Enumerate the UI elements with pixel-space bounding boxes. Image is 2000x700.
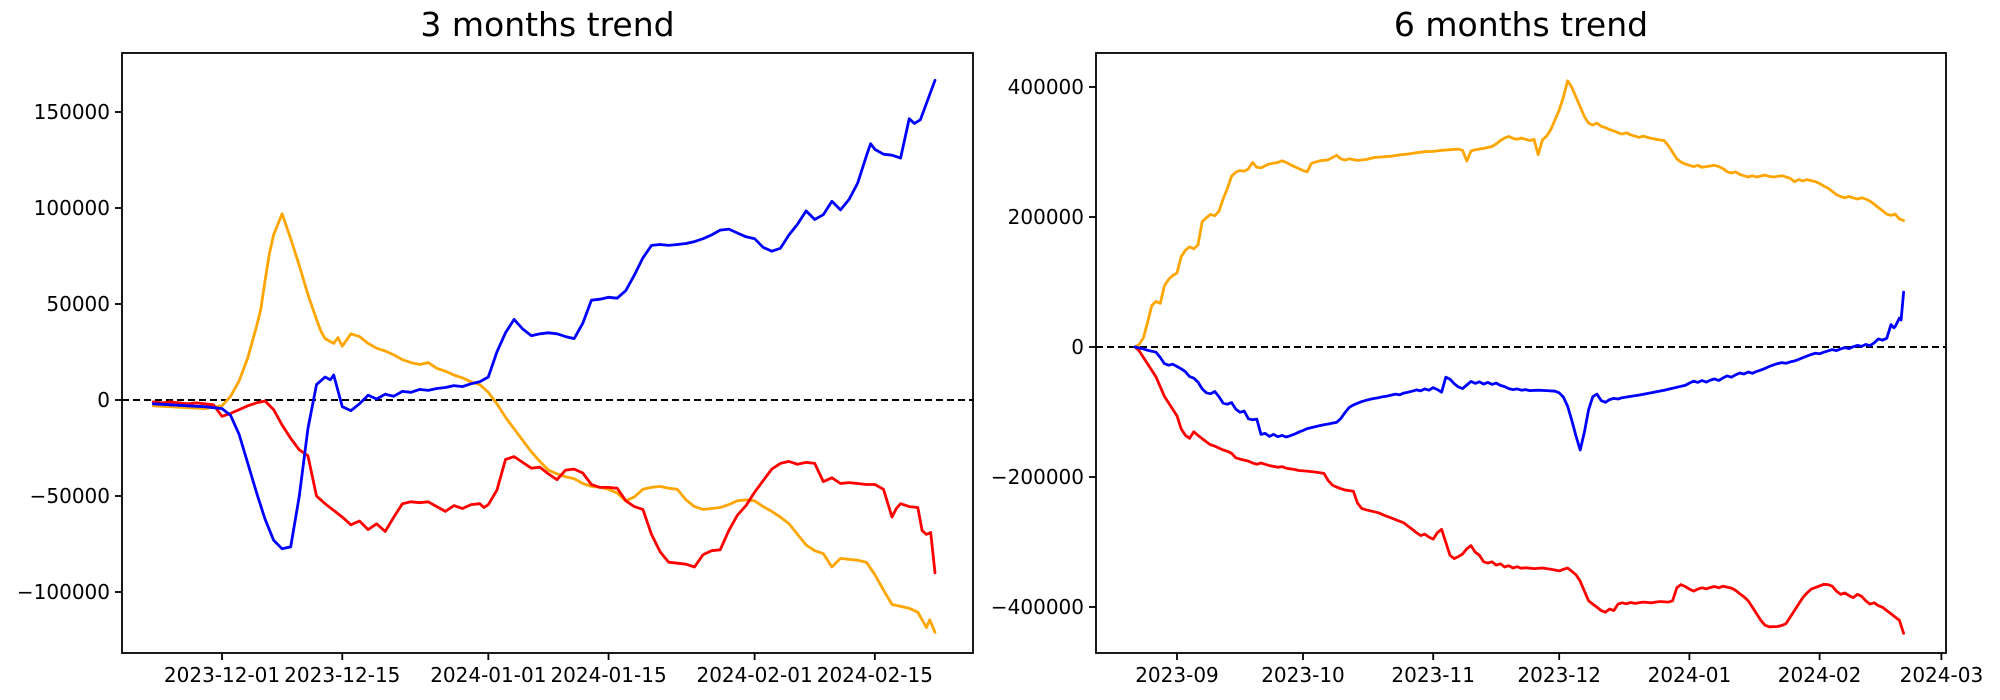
left-chart-x-tick-label: 2024-02-01 — [696, 663, 812, 687]
left-chart-x-tick-label: 2023-12-01 — [164, 663, 280, 687]
left-chart-plot-border — [121, 52, 974, 654]
left-chart-series-orange-line — [151, 212, 937, 634]
left-chart-y-tick-label: 0 — [97, 388, 110, 412]
left-chart: 2023-12-01 2023-12-15 2024-01-01 2024-01-15… — [17, 5, 974, 687]
right-chart-x-tick-label: 2024-03 — [1900, 663, 1984, 687]
left-chart-x-tick-label: 2024-01-01 — [430, 663, 546, 687]
right-chart-x-tick-label: 2023-11 — [1391, 663, 1475, 687]
right-chart-plot-border — [1095, 52, 1947, 654]
right-chart-x-tick-label: 2023-10 — [1261, 663, 1345, 687]
right-chart-series-orange-line — [1133, 79, 1905, 349]
left-chart-x-tick-label: 2024-01-15 — [550, 663, 666, 687]
right-chart: 2023-09 2023-10 2023-11 2023-12 2024-01 2024-… — [991, 5, 1983, 687]
right-chart-y-tick-label: 400000 — [1008, 75, 1084, 99]
left-chart-y-tick-label: 150000 — [34, 100, 110, 124]
left-chart-y-tick-label: 50000 — [46, 292, 110, 316]
right-chart-x-tick-label: 2024-01 — [1648, 663, 1732, 687]
right-chart-y-tick-label: −200000 — [991, 465, 1084, 489]
left-chart-x-tick-label: 2023-12-15 — [284, 663, 400, 687]
left-chart-series-red-line — [151, 399, 937, 575]
left-chart-y-tick-label: −50000 — [30, 484, 110, 508]
right-chart-series-blue-line — [1133, 290, 1905, 452]
right-chart-x-tick-label: 2023-09 — [1135, 663, 1219, 687]
left-chart-y-tick-label: −100000 — [17, 580, 110, 604]
right-chart-y-tick-label: 0 — [1071, 335, 1084, 359]
right-chart-y-tick-label: 200000 — [1008, 205, 1084, 229]
left-chart-x-tick-label: 2024-02-15 — [817, 663, 933, 687]
right-chart-x-tick-label: 2024-02 — [1778, 663, 1862, 687]
right-chart-x-tick-label: 2023-12 — [1517, 663, 1601, 687]
right-chart-y-tick-label: −400000 — [991, 595, 1084, 619]
right-chart-title: 6 months trend — [1394, 5, 1648, 44]
left-chart-series-blue-line — [151, 78, 937, 551]
right-chart-series-red-line — [1133, 345, 1905, 635]
left-chart-title: 3 months trend — [420, 5, 674, 44]
left-chart-y-tick-label: 100000 — [34, 196, 110, 220]
